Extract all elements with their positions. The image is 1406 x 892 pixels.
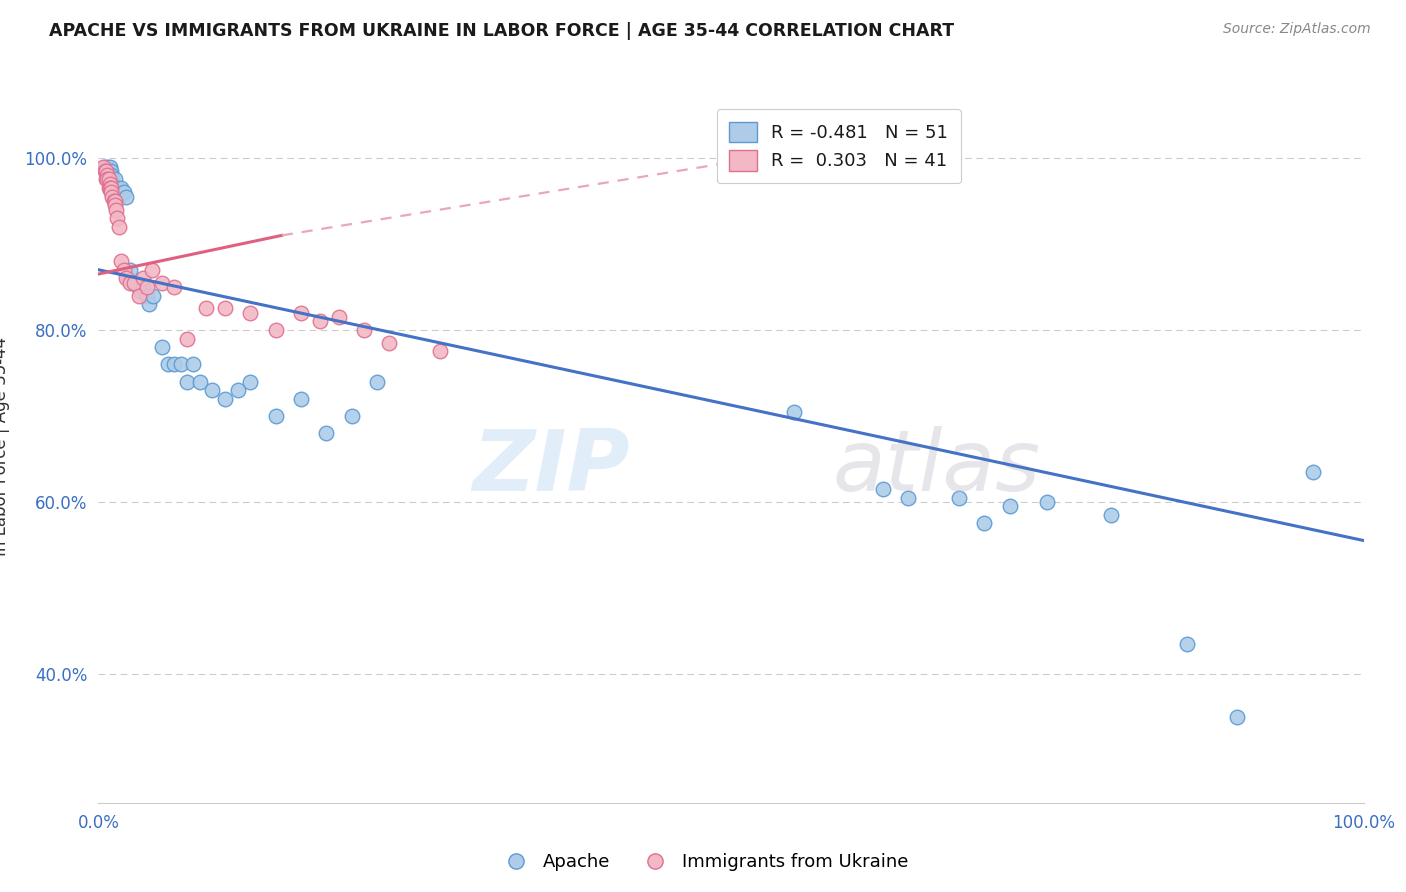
Point [94, 172, 117, 186]
Y-axis label: In Labor Force | Age 35-44: In Labor Force | Age 35-44 [0, 336, 10, 556]
Point [120, 262, 141, 277]
Point [239, 375, 262, 389]
Point [169, 357, 191, 371]
Point [378, 335, 401, 350]
Point [239, 306, 262, 320]
Point [93, 160, 117, 174]
Point [194, 301, 218, 316]
Point [94, 164, 117, 178]
Point [122, 276, 145, 290]
Point [97, 181, 120, 195]
Point [96, 160, 118, 174]
Legend: Apache, Immigrants from Ukraine: Apache, Immigrants from Ukraine [491, 847, 915, 879]
Point [157, 357, 180, 371]
Point [340, 409, 363, 423]
Point [110, 181, 132, 195]
Point [226, 383, 249, 397]
Point [103, 181, 125, 195]
Point [115, 271, 138, 285]
Point [1226, 710, 1249, 724]
Point [176, 332, 198, 346]
Point [214, 392, 236, 406]
Point [101, 189, 124, 203]
Point [97, 164, 120, 178]
Point [264, 409, 287, 423]
Point [93, 164, 117, 178]
Point [103, 194, 125, 208]
Point [104, 194, 127, 208]
Point [290, 306, 312, 320]
Point [96, 172, 118, 186]
Point [98, 177, 121, 191]
Point [104, 172, 127, 186]
Point [107, 181, 129, 195]
Point [141, 262, 163, 277]
Point [96, 168, 118, 182]
Point [315, 426, 337, 441]
Point [97, 172, 120, 186]
Point [132, 271, 155, 285]
Point [100, 181, 122, 195]
Point [973, 516, 995, 531]
Point [101, 172, 124, 186]
Point [163, 357, 186, 371]
Point [183, 357, 205, 371]
Point [948, 491, 970, 505]
Point [98, 181, 121, 195]
Point [128, 288, 150, 302]
Legend: R = -0.481   N = 51, R =  0.303   N = 41: R = -0.481 N = 51, R = 0.303 N = 41 [717, 109, 960, 183]
Point [132, 280, 155, 294]
Point [135, 280, 157, 294]
Point [150, 340, 173, 354]
Point [104, 198, 127, 212]
Point [264, 323, 287, 337]
Text: Source: ZipAtlas.com: Source: ZipAtlas.com [1223, 22, 1371, 37]
Point [142, 288, 165, 302]
Point [98, 160, 121, 174]
Point [328, 310, 350, 324]
Point [100, 186, 122, 200]
Text: ZIP: ZIP [472, 425, 630, 509]
Point [309, 314, 332, 328]
Point [290, 392, 312, 406]
Point [115, 189, 138, 203]
Point [1099, 508, 1122, 522]
Point [1302, 465, 1324, 479]
Point [1036, 495, 1059, 509]
Point [188, 375, 211, 389]
Text: atlas: atlas [832, 425, 1040, 509]
Point [100, 164, 122, 178]
Point [112, 186, 135, 200]
Point [163, 280, 186, 294]
Point [100, 168, 122, 182]
Point [353, 323, 375, 337]
Point [121, 276, 143, 290]
Point [783, 404, 806, 418]
Point [107, 219, 129, 234]
Point [998, 499, 1021, 513]
Point [366, 375, 388, 389]
Point [107, 211, 129, 226]
Point [108, 186, 131, 200]
Point [150, 276, 173, 290]
Point [107, 189, 129, 203]
Point [125, 276, 148, 290]
Point [110, 254, 132, 268]
Point [872, 482, 894, 496]
Point [214, 301, 236, 316]
Point [117, 271, 139, 285]
Text: APACHE VS IMMIGRANTS FROM UKRAINE IN LABOR FORCE | AGE 35-44 CORRELATION CHART: APACHE VS IMMIGRANTS FROM UKRAINE IN LAB… [49, 22, 955, 40]
Point [1175, 637, 1198, 651]
Point [93, 160, 115, 174]
Point [105, 202, 128, 217]
Point [135, 288, 157, 302]
Point [429, 344, 451, 359]
Point [112, 262, 135, 277]
Point [201, 383, 224, 397]
Point [176, 375, 198, 389]
Point [138, 297, 160, 311]
Point [120, 276, 141, 290]
Point [129, 285, 152, 299]
Point [897, 491, 920, 505]
